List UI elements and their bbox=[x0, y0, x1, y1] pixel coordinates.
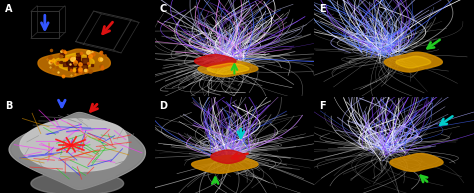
Text: F: F bbox=[319, 101, 326, 111]
Text: A: A bbox=[5, 4, 12, 14]
Polygon shape bbox=[396, 56, 431, 68]
Polygon shape bbox=[54, 53, 94, 71]
Text: C: C bbox=[159, 4, 166, 14]
Polygon shape bbox=[38, 49, 110, 77]
Polygon shape bbox=[191, 155, 258, 173]
Polygon shape bbox=[10, 113, 144, 189]
Text: E: E bbox=[319, 4, 326, 14]
Text: D: D bbox=[159, 101, 167, 111]
Polygon shape bbox=[211, 150, 245, 163]
Polygon shape bbox=[194, 54, 236, 68]
Polygon shape bbox=[198, 61, 258, 77]
Polygon shape bbox=[384, 52, 442, 72]
Polygon shape bbox=[207, 63, 249, 74]
Polygon shape bbox=[66, 59, 82, 67]
Polygon shape bbox=[20, 119, 128, 172]
Polygon shape bbox=[38, 49, 110, 77]
Polygon shape bbox=[390, 153, 443, 171]
Polygon shape bbox=[31, 172, 124, 193]
Polygon shape bbox=[9, 113, 146, 189]
Text: B: B bbox=[5, 101, 12, 111]
